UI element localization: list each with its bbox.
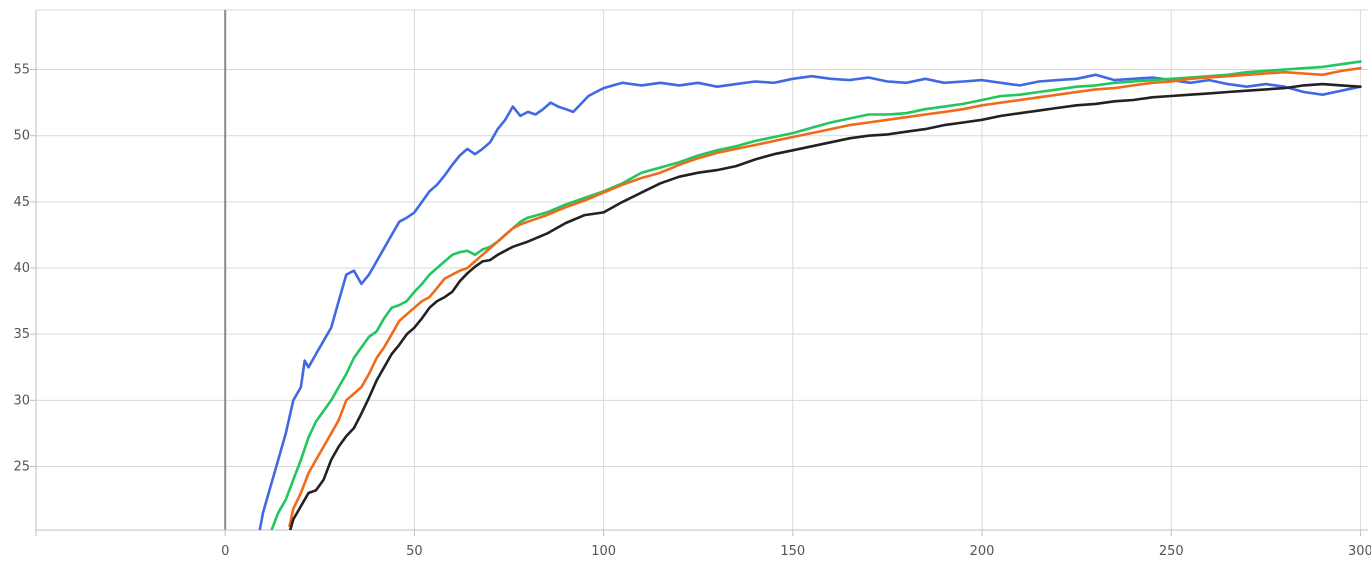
series-line-4 xyxy=(288,82,1362,530)
grid-lines xyxy=(36,9,1368,530)
y-tick-label: 30 xyxy=(13,393,30,408)
y-tick-label: 45 xyxy=(13,195,30,210)
y-tick-label: 40 xyxy=(13,261,30,276)
series-group xyxy=(258,60,1362,530)
series-line-3 xyxy=(288,66,1362,528)
series-line-1 xyxy=(258,73,1362,530)
y-tick-label: 25 xyxy=(13,459,30,474)
x-tick-label: 50 xyxy=(406,544,423,559)
series-line-2 xyxy=(270,60,1362,530)
x-tick-label: 250 xyxy=(1159,544,1184,559)
x-tick-label: 300 xyxy=(1348,544,1371,559)
axes xyxy=(30,10,1368,536)
x-tick-label: 200 xyxy=(970,544,995,559)
y-tick-label: 35 xyxy=(13,327,30,342)
y-tick-label: 55 xyxy=(13,63,30,78)
x-tick-label: 0 xyxy=(221,544,229,559)
x-tick-label: 100 xyxy=(591,544,616,559)
x-tick-label: 150 xyxy=(780,544,805,559)
tick-labels: 25 30 35 40 45 50 55 0 50 100 150 200 250 300 xyxy=(13,63,1371,559)
y-tick-label: 50 xyxy=(13,129,30,144)
